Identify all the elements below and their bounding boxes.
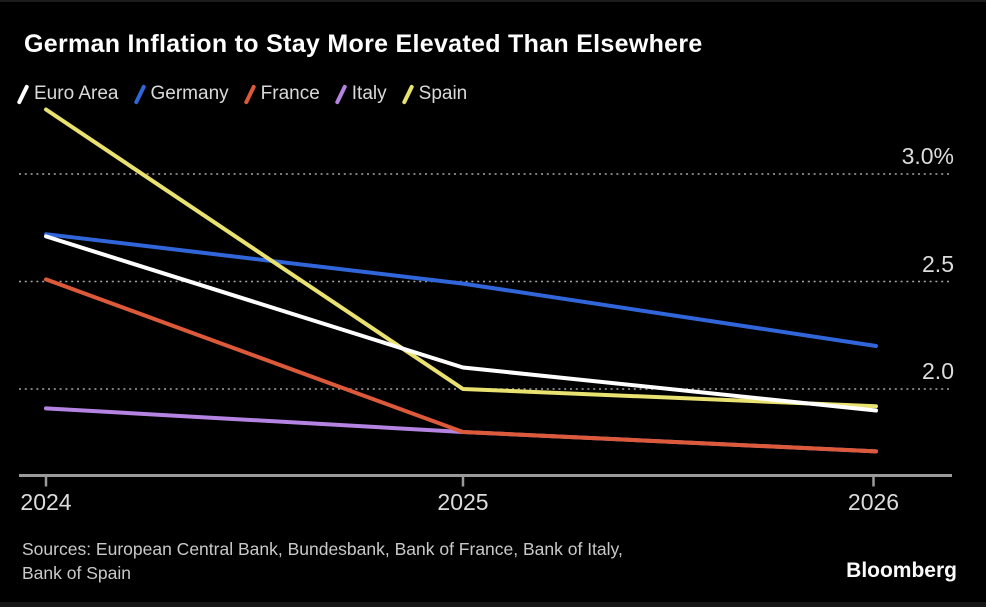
legend-item-spain: Spain [401, 83, 468, 105]
legend-item-france: France [243, 83, 320, 105]
page-title: German Inflation to Stay More Elevated T… [24, 30, 703, 58]
source-line-2: Bank of Spain [22, 563, 131, 583]
series-line-france [44, 277, 878, 454]
bloomberg-logo: Bloomberg [846, 559, 957, 582]
series-line-germany [44, 232, 878, 348]
legend-item-germany: Germany [133, 83, 229, 105]
series-line-spain [44, 107, 878, 409]
legend-item-label: France [260, 83, 320, 104]
y-tick-label-3.0%: 3.0% [901, 143, 954, 169]
source-text: Sources: European Central Bank, Bundesba… [22, 537, 623, 585]
x-tick-label-2026: 2026 [847, 489, 900, 515]
bottom-edge-divider [0, 602, 986, 607]
y-tick-label-2.0: 2.0 [922, 358, 954, 384]
series-line-euro-area [44, 234, 878, 413]
legend-item-italy: Italy [334, 83, 387, 105]
source-line-1: Sources: European Central Bank, Bundesba… [22, 539, 623, 559]
legend: Euro Area Germany France Italy Spain [16, 81, 468, 107]
legend-item-label: Spain [418, 83, 468, 104]
top-edge-divider [0, 0, 986, 2]
legend-item-label: Germany [150, 83, 229, 104]
legend-item-label: Italy [351, 83, 387, 104]
legend-item-euro-area: Euro Area [16, 83, 119, 105]
x-tick-label-2024: 2024 [20, 489, 72, 515]
x-tick-label-2025: 2025 [437, 489, 489, 515]
y-tick-label-2.5: 2.5 [922, 250, 954, 277]
legend-item-label: Euro Area [34, 83, 119, 104]
